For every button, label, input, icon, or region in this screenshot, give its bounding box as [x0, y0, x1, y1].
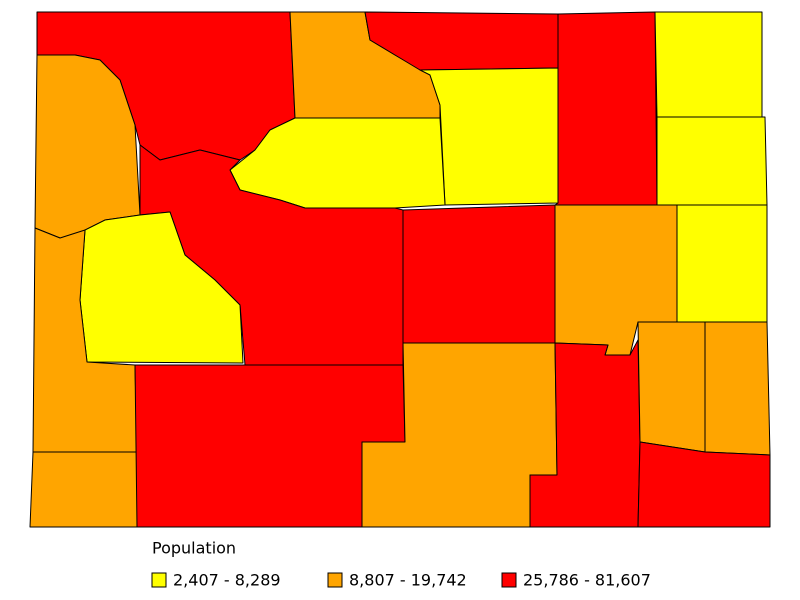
- legend-label: 8,807 - 19,742: [349, 571, 467, 590]
- county: [676, 204, 768, 323]
- legend-label: 2,407 - 8,289: [173, 571, 281, 590]
- county: [704, 321, 771, 456]
- legend-label: 25,786 - 81,607: [523, 571, 651, 590]
- county: [637, 441, 771, 528]
- legend-swatch: [501, 572, 517, 588]
- county: [656, 116, 768, 206]
- legend-swatch: [327, 572, 343, 588]
- county: [637, 321, 706, 453]
- legend: 2,407 - 8,289 8,807 - 19,742 25,786 - 81,6…: [151, 571, 651, 590]
- county: [554, 11, 658, 206]
- legend-title: Population: [152, 539, 236, 558]
- county: [654, 11, 763, 118]
- counties: [29, 11, 771, 528]
- legend-swatch: [151, 572, 167, 588]
- county: [29, 451, 138, 528]
- county: [402, 204, 556, 344]
